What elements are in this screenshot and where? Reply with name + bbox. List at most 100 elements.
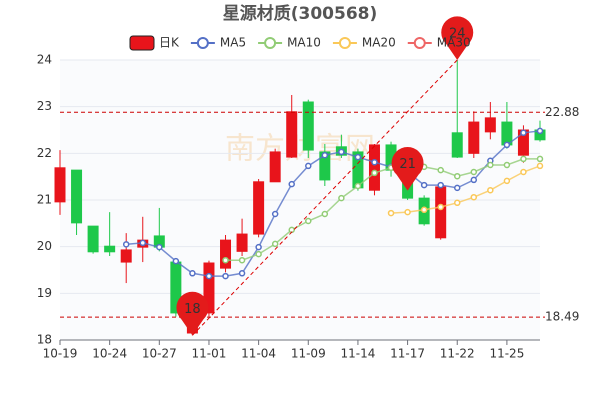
candle-body — [120, 249, 132, 263]
ma-point — [139, 239, 147, 247]
pin-label: 21 — [399, 157, 416, 172]
ma-point — [453, 184, 461, 192]
ma-point — [205, 272, 213, 280]
candle-body — [319, 151, 331, 181]
x-tick-label: 11-04 — [241, 347, 276, 361]
x-tick-label: 11-22 — [440, 347, 475, 361]
ma-point — [536, 127, 544, 135]
candle-body — [236, 233, 248, 252]
candle-body — [71, 169, 83, 224]
y-tick-label: 24 — [37, 53, 52, 67]
ma-point — [238, 256, 246, 264]
legend-label: MA30 — [437, 36, 471, 50]
chart-title: 星源材质(300568) — [223, 3, 378, 24]
ma-point — [371, 158, 378, 166]
ma-point — [503, 141, 511, 149]
legend-marker — [413, 37, 426, 49]
legend-label: 日K — [159, 36, 180, 50]
legend-label: MA20 — [362, 36, 396, 50]
ma-point — [536, 155, 544, 163]
y-tick-label: 23 — [37, 99, 52, 113]
candle-body — [220, 239, 232, 269]
x-tick-label: 10-19 — [43, 347, 78, 361]
ma-point — [238, 270, 246, 277]
ma-point — [453, 172, 461, 180]
y-tick-label: 22 — [37, 146, 52, 160]
ma-point — [453, 199, 461, 207]
ma-point — [503, 177, 511, 185]
candle-body — [203, 262, 215, 314]
ma-point — [321, 151, 329, 159]
candle-body — [484, 117, 496, 133]
x-tick-label: 11-01 — [192, 347, 227, 361]
ma-point — [470, 193, 478, 201]
ma-point — [189, 270, 196, 277]
ma-point — [520, 129, 527, 137]
ma-point — [271, 240, 279, 248]
watermark: 南方财富网 — [225, 132, 375, 167]
legend-label: MA10 — [287, 36, 321, 50]
ma-point — [222, 272, 229, 280]
legend-marker — [196, 37, 209, 49]
ma-line — [390, 165, 541, 214]
candle-body — [269, 151, 281, 183]
pin-label: 24 — [449, 27, 466, 42]
pin — [391, 147, 424, 191]
ma-point — [536, 162, 544, 170]
candle-body — [54, 167, 66, 203]
ma-point — [470, 168, 478, 176]
candle-body — [104, 245, 116, 253]
ma-point — [371, 169, 378, 177]
ma-point — [156, 243, 163, 251]
candle-body — [87, 225, 99, 253]
ma-point — [487, 161, 494, 169]
legend-marker — [264, 37, 277, 49]
y-tick-label: 20 — [37, 239, 52, 253]
ma-point — [255, 250, 262, 258]
candle-body — [468, 121, 480, 154]
ma-point — [255, 243, 262, 251]
ma-point — [288, 180, 295, 188]
candle-body — [451, 132, 463, 158]
ma-point — [305, 162, 312, 170]
ma-point — [271, 210, 279, 218]
candle-body — [435, 186, 447, 239]
x-tick-label: 11-09 — [291, 347, 326, 361]
ma-point — [222, 256, 229, 264]
ma-point — [338, 148, 345, 156]
ma-point — [437, 166, 444, 174]
ma-point — [354, 182, 362, 190]
y-tick-label: 19 — [37, 286, 52, 300]
ma-point — [122, 241, 130, 248]
trend-line — [192, 59, 458, 336]
pin — [176, 291, 209, 336]
ma-point — [437, 203, 444, 211]
legend-swatch — [129, 35, 155, 51]
candle-body — [286, 111, 298, 158]
x-tick-label: 11-25 — [489, 347, 524, 361]
legend-marker — [338, 37, 351, 49]
ma-point — [503, 161, 511, 169]
ma-point — [172, 257, 180, 265]
ma-point — [404, 208, 411, 216]
ref-label: 22.88 — [545, 105, 579, 119]
x-tick-label: 11-14 — [340, 347, 375, 361]
ma-point — [321, 210, 329, 218]
x-tick-label: 10-27 — [142, 347, 177, 361]
ma-point — [338, 194, 345, 202]
x-tick-label: 11-17 — [390, 347, 425, 361]
candle-body — [253, 181, 265, 235]
ma-point — [437, 181, 444, 189]
ma-point — [305, 217, 312, 225]
ma-point — [470, 176, 478, 184]
candle-body — [368, 144, 380, 191]
candle-body — [302, 101, 314, 151]
y-tick-label: 21 — [37, 193, 52, 207]
pin-label: 18 — [184, 302, 201, 317]
ref-label: 18.49 — [545, 310, 579, 324]
ma-point — [487, 186, 494, 194]
legend-label: MA5 — [220, 36, 246, 50]
ma-point — [420, 206, 428, 214]
pin — [441, 16, 474, 60]
